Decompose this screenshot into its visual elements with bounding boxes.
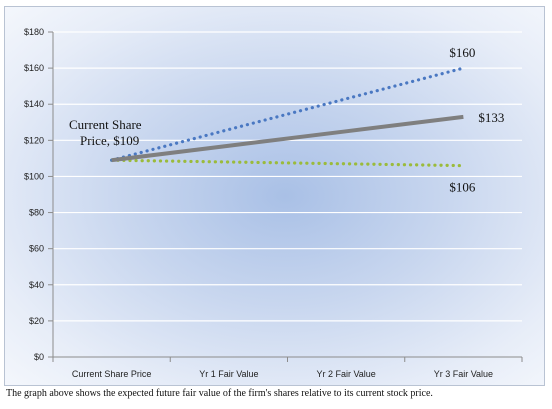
series-line-low [110, 158, 465, 168]
x-tick-label: Current Share Price [72, 369, 152, 379]
y-tick-label: $80 [29, 208, 44, 218]
y-tick-label: $100 [24, 171, 44, 181]
data-label-mid: $133 [478, 110, 504, 125]
line-chart: $0 $20 $40 $60 $80 $100 $120 $140 $160 $180 Curre… [24, 27, 523, 379]
y-tick-label: $20 [29, 316, 44, 326]
axes [48, 31, 523, 362]
gridlines [53, 31, 522, 322]
series-lines [110, 66, 465, 168]
annotation-line-1: Current Share [69, 117, 142, 132]
x-tick-label: Yr 1 Fair Value [199, 369, 258, 379]
y-tick-label: $120 [24, 135, 44, 145]
y-tick-label: $60 [29, 244, 44, 254]
y-tick-labels: $0 $20 $40 $60 $80 $100 $120 $140 $160 $180 [24, 27, 44, 362]
y-tick-label: $140 [24, 99, 44, 109]
data-label-low: $106 [449, 180, 476, 195]
data-labels: $160 $133 $106 [449, 45, 504, 195]
y-tick-label: $160 [24, 63, 44, 73]
y-tick-label: $180 [24, 27, 44, 37]
series-line-mid [111, 114, 464, 163]
chart-caption: The graph above shows the expected futur… [6, 388, 433, 399]
x-tick-label: Yr 2 Fair Value [316, 369, 375, 379]
x-tick-label: Yr 3 Fair Value [434, 369, 493, 379]
x-tick-labels: Current Share Price Yr 1 Fair Value Yr 2 F… [72, 369, 493, 379]
annotation-line-2: Price, $109 [80, 133, 139, 148]
y-tick-label: $0 [34, 352, 44, 362]
data-label-high: $160 [449, 45, 475, 60]
series-line-high [110, 66, 465, 162]
y-tick-label: $40 [29, 280, 44, 290]
chart-area: $0 $20 $40 $60 $80 $100 $120 $140 $160 $180 Curre… [4, 6, 545, 386]
